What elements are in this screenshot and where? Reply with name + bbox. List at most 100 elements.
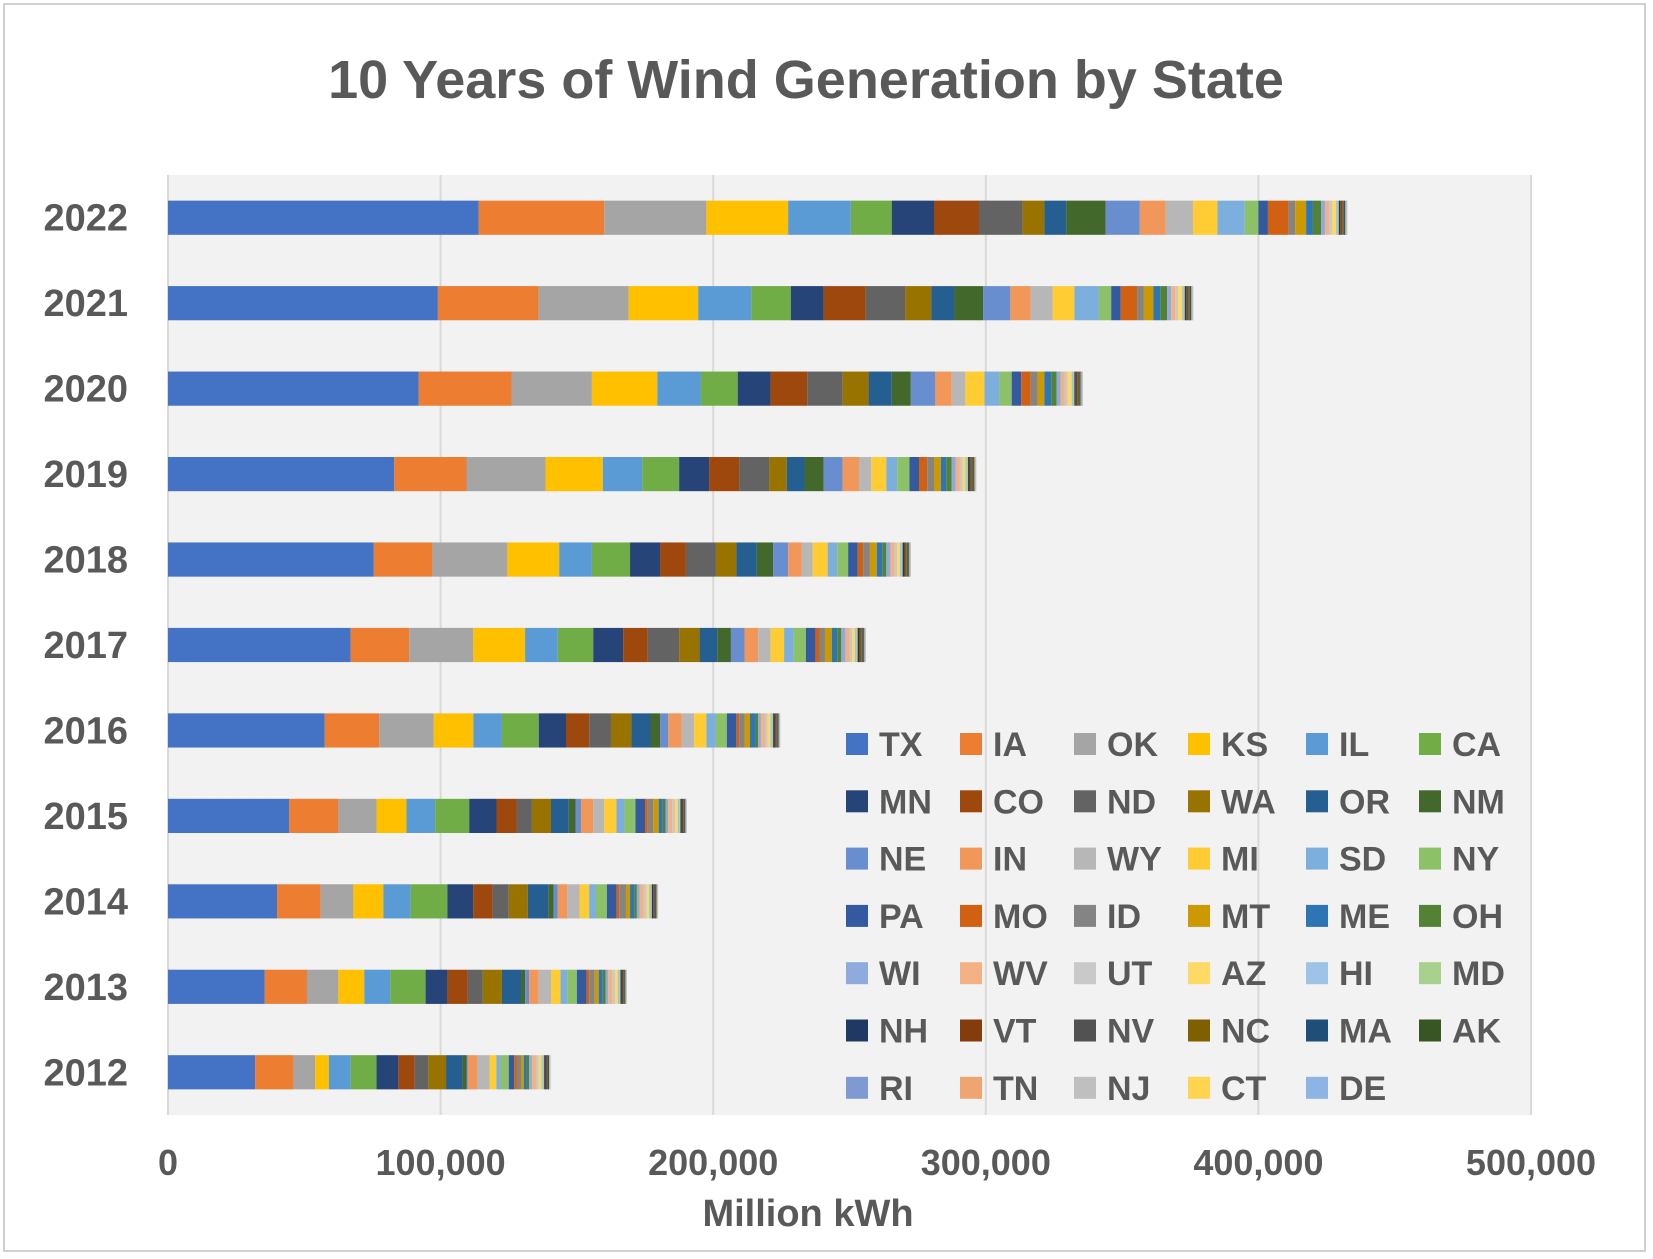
legend-swatch-tn <box>960 1076 982 1099</box>
bar-segment-sd <box>1217 200 1245 235</box>
bar-segment-wy <box>593 798 605 833</box>
bar-segment-oh <box>526 1055 530 1090</box>
bar-segment-co <box>770 371 808 406</box>
bar-segment-nh <box>1338 200 1341 235</box>
bar-segment-nj <box>779 713 780 748</box>
bar-segment-ct <box>549 1055 551 1090</box>
bar-segment-or <box>699 627 718 663</box>
bar-segment-mn <box>630 542 661 577</box>
bar-segment-de <box>657 884 659 919</box>
bar-segment-id <box>819 627 825 663</box>
legend-label-nh: NH <box>879 1013 928 1051</box>
bar-segment-az <box>962 457 966 492</box>
bar-segment-md <box>1073 371 1075 406</box>
bar-segment-ne <box>773 542 789 577</box>
legend-label-mt: MT <box>1221 898 1270 936</box>
bar-segment-ne <box>1105 200 1140 235</box>
bar-segment-az <box>538 1055 542 1090</box>
x-tick-label: 0 <box>158 1142 178 1183</box>
bar-segment-ne <box>553 884 558 919</box>
legend-label-ut: UT <box>1107 955 1153 993</box>
bar-segment-vt <box>904 542 906 577</box>
bar-segment-nj <box>685 798 687 833</box>
bar-segment-tx <box>168 286 438 321</box>
bar-segment-oh <box>634 884 637 919</box>
bar-segment-me <box>876 542 883 577</box>
bar-segment-az <box>767 713 771 748</box>
bar-segment-mi <box>1192 200 1218 235</box>
bar-segment-nd <box>739 457 770 492</box>
bar-segment-ca <box>700 371 738 406</box>
bar-segment-nh <box>680 798 682 833</box>
bar-segment-md <box>1337 200 1339 235</box>
chart: 10 Years of Wind Generation by State 202… <box>43 50 1596 1235</box>
bar-segment-pa <box>508 1055 515 1090</box>
bar-segment-ct <box>910 542 911 577</box>
bar-segment-id <box>589 969 595 1004</box>
legend-swatch-ne <box>846 847 868 870</box>
bar-segment-ca <box>410 884 448 919</box>
bar-segment-pa <box>1011 371 1022 406</box>
bar-segment-ok <box>293 1055 316 1090</box>
bar-segment-wi <box>1167 286 1172 321</box>
bar-segment-me <box>1153 286 1161 321</box>
x-tick-label: 300,000 <box>921 1142 1051 1183</box>
bar-segment-ma <box>777 713 779 748</box>
bar-segment-ct <box>779 713 780 748</box>
bar-segment-hi <box>965 457 967 492</box>
bar-segment-de <box>975 457 977 492</box>
bar-segment-mo <box>919 457 928 492</box>
bar-segment-wy <box>801 542 813 577</box>
bar-segment-ok <box>432 542 508 577</box>
bar-segment-ny <box>715 713 727 748</box>
bar-segment-ok <box>409 627 474 663</box>
bar-segment-ok <box>379 713 434 748</box>
bar-segment-tn <box>625 969 626 1004</box>
legend-label-ct: CT <box>1221 1070 1267 1108</box>
bar-segment-ri <box>1080 371 1082 406</box>
legend-label-wy: WY <box>1107 841 1162 879</box>
bar-segment-in <box>529 969 539 1004</box>
bar-segment-ma <box>1189 286 1191 321</box>
legend-swatch-me <box>1306 904 1328 927</box>
legend-swatch-ut <box>1074 962 1096 985</box>
bar-segment-tn <box>864 627 865 663</box>
bar-segment-pa <box>909 457 920 492</box>
bar-segment-md <box>901 542 903 577</box>
bar-segment-ut <box>672 798 676 833</box>
bar-segment-mi <box>812 542 828 577</box>
bar-segment-de <box>1346 200 1348 235</box>
bar-segment-in <box>935 371 952 406</box>
legend-swatch-id <box>1074 904 1096 927</box>
bar-segment-ma <box>972 457 974 492</box>
bar-segment-mt <box>824 627 832 663</box>
bar-segment-me <box>523 1055 527 1090</box>
bar-segment-mi <box>694 713 707 748</box>
y-tick-label: 2017 <box>43 625 128 667</box>
y-tick-label: 2012 <box>43 1052 128 1094</box>
bar-segment-in <box>1010 286 1031 321</box>
bar-segment-vt <box>681 798 684 833</box>
legend-swatch-or <box>1306 790 1328 813</box>
bar-segment-ut <box>959 457 963 492</box>
bar-segment-nj <box>657 884 658 919</box>
bar-segment-tn <box>685 798 686 833</box>
bar-segment-nh <box>968 457 970 492</box>
bar-segment-oh <box>1160 286 1168 321</box>
bar-segment-id <box>1288 200 1296 235</box>
x-axis-label: Million kWh <box>702 1193 913 1235</box>
bar-segment-me <box>1044 371 1052 406</box>
bar-segment-nd <box>685 542 716 577</box>
bar-segment-in <box>788 542 802 577</box>
bar-segment-id <box>863 542 870 577</box>
bar-segment-nj <box>1192 286 1193 321</box>
bar-segment-ia <box>277 884 321 919</box>
bar-segment-wa <box>769 457 787 492</box>
bar-segment-tn <box>1191 286 1193 321</box>
legend-swatch-wv <box>960 962 982 985</box>
legend-label-nm: NM <box>1452 783 1505 821</box>
bar-segment-or <box>631 713 651 748</box>
bar-segment-vt <box>653 884 655 919</box>
bar-segment-nv <box>683 798 685 833</box>
bar-segment-wv <box>760 713 765 748</box>
